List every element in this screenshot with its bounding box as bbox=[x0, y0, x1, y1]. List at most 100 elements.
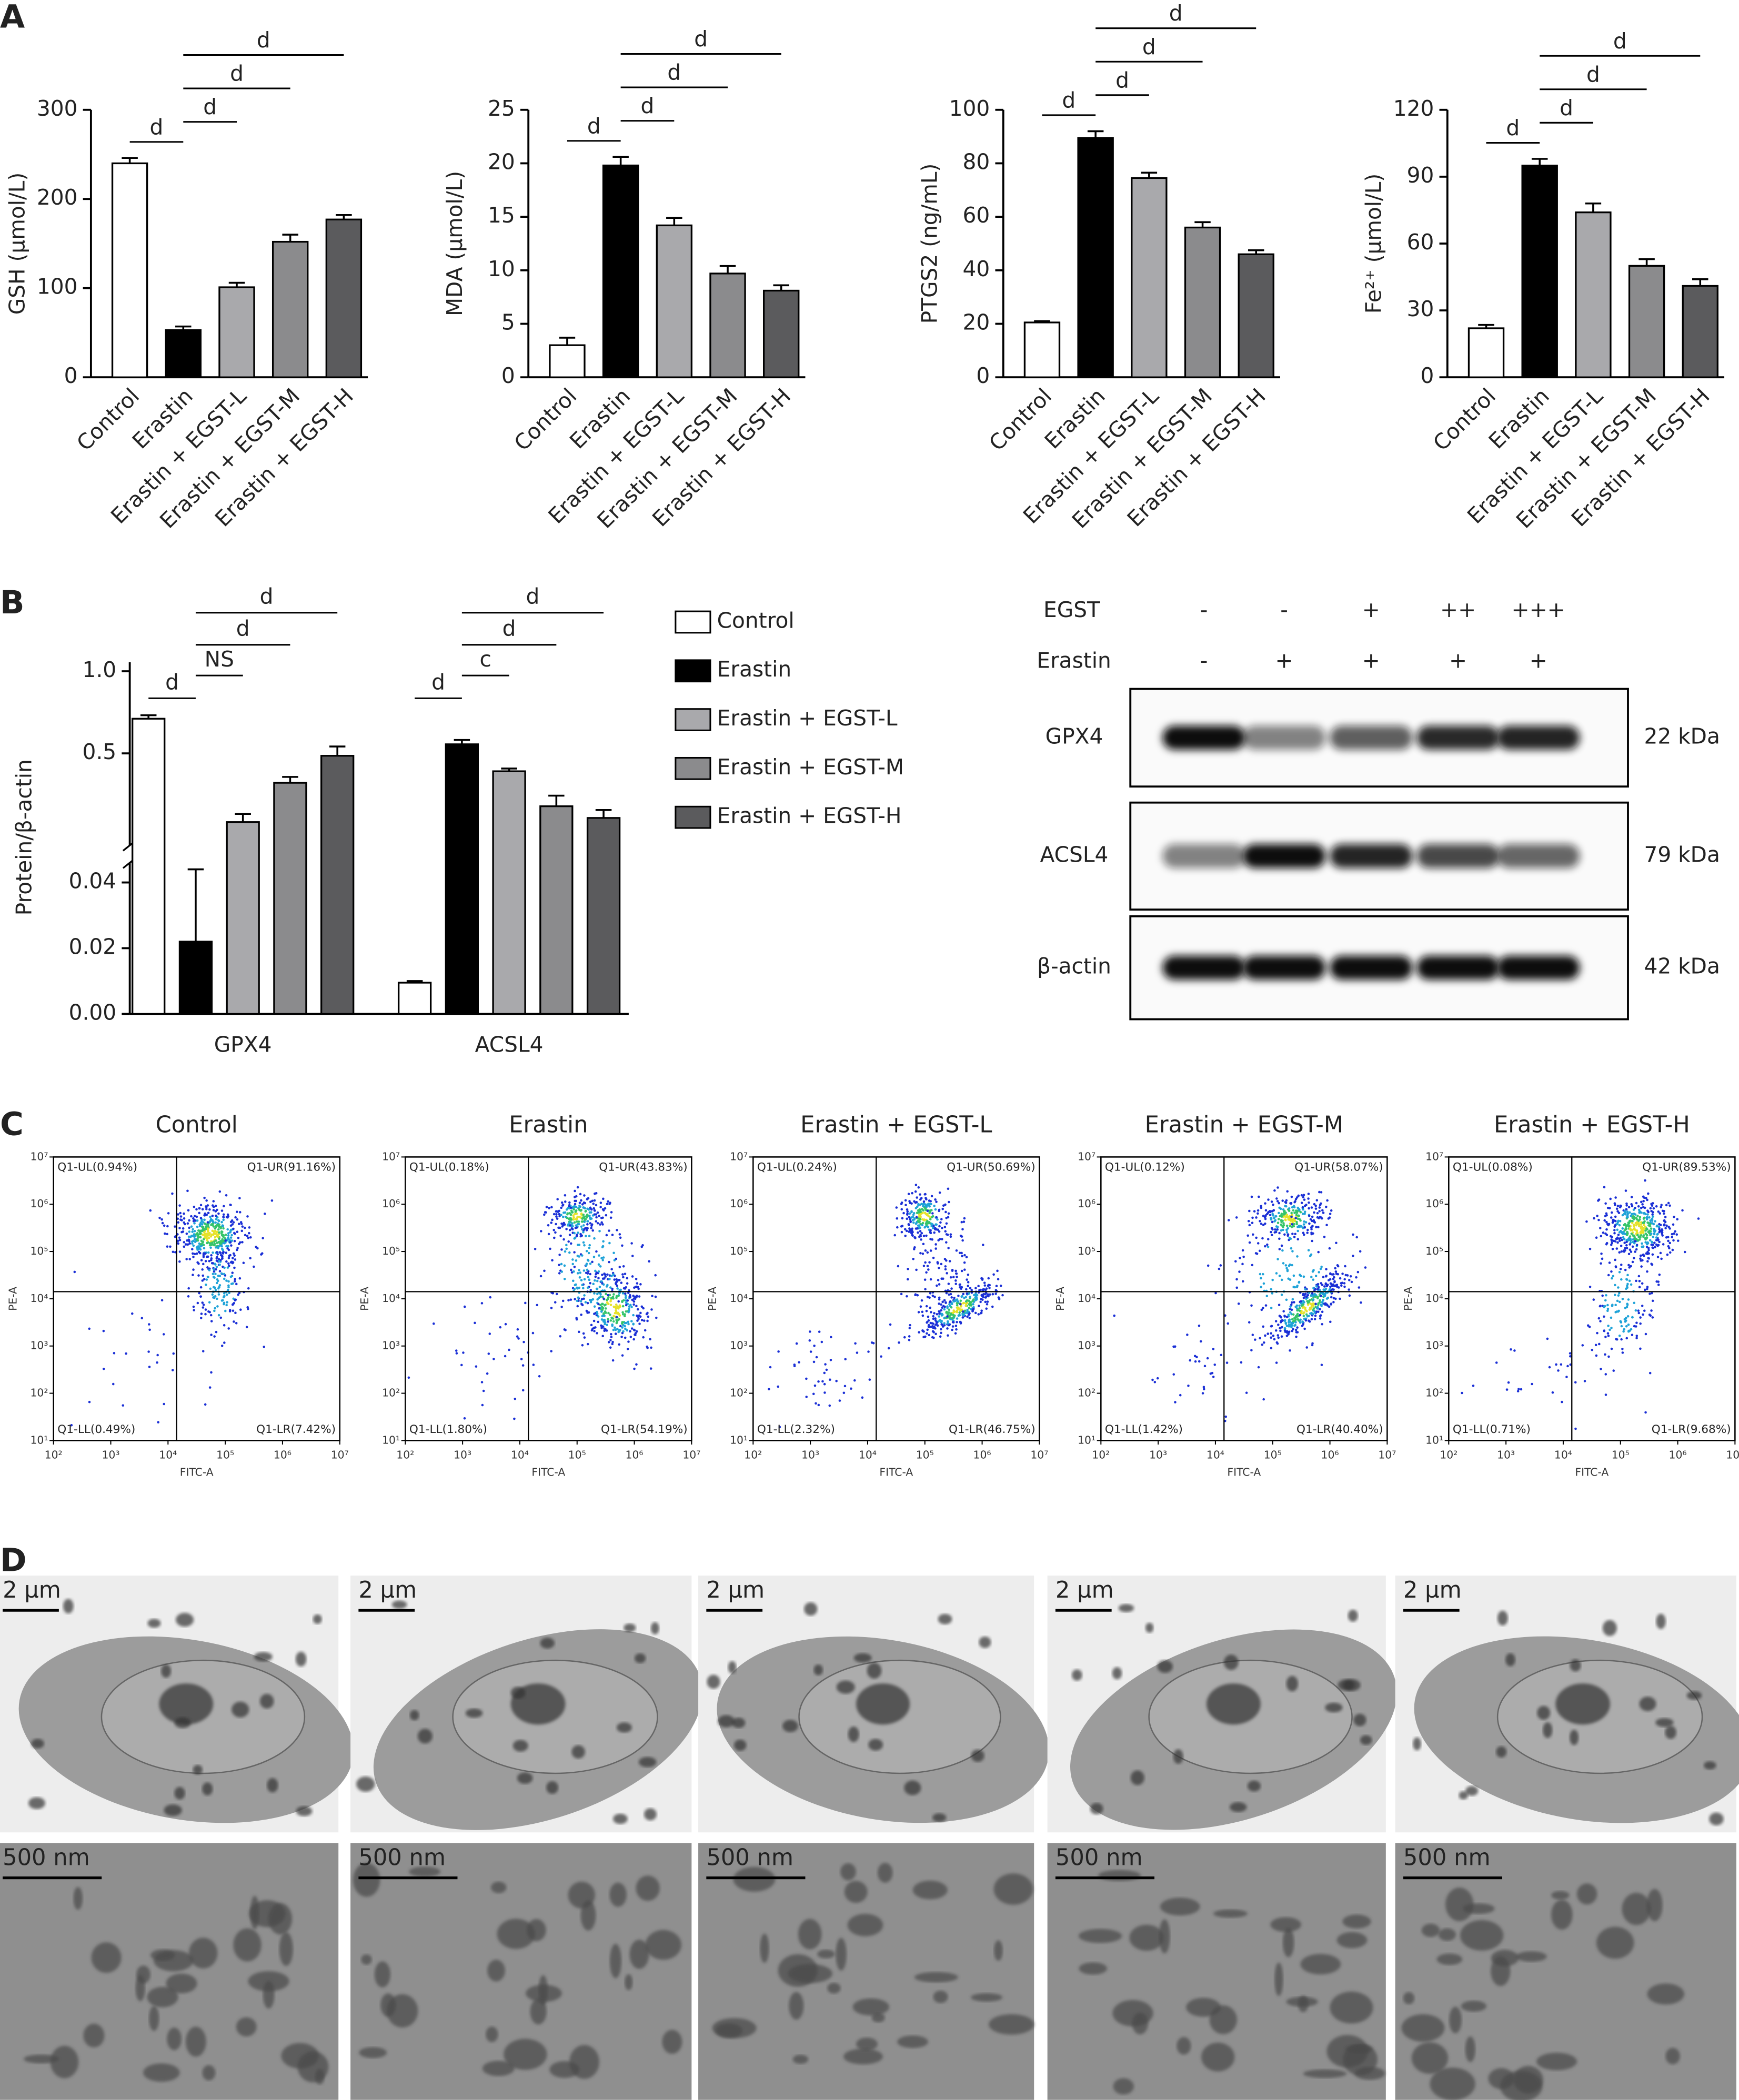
event-dot bbox=[567, 1224, 569, 1227]
event-dot bbox=[1248, 1241, 1251, 1244]
event-dot bbox=[1633, 1241, 1636, 1245]
event-dot bbox=[220, 1209, 224, 1212]
bar bbox=[1521, 165, 1558, 378]
event-dot bbox=[632, 1338, 635, 1341]
event-dot bbox=[1630, 1203, 1633, 1206]
event-dot bbox=[558, 1264, 560, 1266]
event-dot bbox=[140, 1317, 144, 1319]
event-dot bbox=[1620, 1338, 1623, 1341]
event-dot bbox=[830, 1336, 832, 1339]
event-dot bbox=[608, 1260, 610, 1264]
event-dot bbox=[1646, 1243, 1648, 1246]
organelle bbox=[160, 1664, 172, 1678]
event-dot bbox=[190, 1225, 193, 1228]
event-dot bbox=[1264, 1202, 1266, 1205]
event-dot bbox=[1290, 1215, 1293, 1218]
event-dot bbox=[1274, 1228, 1276, 1231]
event-dot bbox=[640, 1305, 644, 1308]
organelle bbox=[517, 1772, 533, 1784]
event-dot bbox=[213, 1270, 216, 1273]
event-dot bbox=[195, 1215, 198, 1218]
event-dot bbox=[1302, 1194, 1305, 1196]
event-dot bbox=[550, 1206, 553, 1209]
event-dot bbox=[183, 1217, 186, 1220]
event-dot bbox=[1655, 1280, 1658, 1283]
event-dot bbox=[959, 1303, 962, 1306]
event-dot bbox=[984, 1300, 987, 1304]
event-dot bbox=[1637, 1309, 1640, 1312]
event-dot bbox=[1308, 1207, 1310, 1210]
organelle bbox=[712, 2018, 757, 2038]
x-tick-label: 10⁶ bbox=[1321, 1448, 1339, 1461]
event-dot bbox=[213, 1243, 216, 1245]
event-dot bbox=[583, 1244, 586, 1247]
event-dot bbox=[944, 1210, 947, 1214]
event-dot bbox=[600, 1257, 603, 1259]
event-dot bbox=[1600, 1262, 1602, 1265]
event-dot bbox=[624, 1296, 627, 1299]
event-dot bbox=[549, 1247, 551, 1250]
event-dot bbox=[961, 1295, 963, 1298]
event-dot bbox=[191, 1248, 194, 1250]
event-dot bbox=[593, 1199, 596, 1202]
event-dot bbox=[1359, 1250, 1362, 1253]
event-dot bbox=[932, 1315, 934, 1318]
organelle bbox=[164, 1804, 182, 1816]
y-tick-label: 10¹ bbox=[730, 1433, 748, 1446]
event-dot bbox=[1255, 1216, 1258, 1219]
event-dot bbox=[942, 1204, 945, 1207]
nucleolus bbox=[1206, 1683, 1261, 1725]
event-dot bbox=[216, 1246, 219, 1248]
event-dot bbox=[1284, 1200, 1287, 1204]
event-dot bbox=[954, 1279, 957, 1282]
event-dot bbox=[951, 1269, 954, 1272]
event-dot bbox=[1299, 1321, 1302, 1324]
event-dot bbox=[1616, 1205, 1620, 1207]
event-dot bbox=[1278, 1211, 1280, 1215]
event-dot bbox=[160, 1218, 163, 1221]
event-dot bbox=[228, 1291, 230, 1295]
event-dot bbox=[486, 1372, 489, 1375]
organelle bbox=[50, 2045, 79, 2078]
event-dot bbox=[934, 1319, 937, 1322]
event-dot bbox=[594, 1275, 597, 1278]
organelle bbox=[662, 2030, 682, 2054]
event-dot bbox=[172, 1352, 175, 1355]
event-dot bbox=[1647, 1257, 1650, 1259]
event-dot bbox=[237, 1243, 240, 1245]
event-dot bbox=[189, 1235, 192, 1238]
event-dot bbox=[930, 1195, 933, 1198]
event-dot bbox=[950, 1296, 953, 1299]
event-dot bbox=[1648, 1231, 1651, 1235]
error-bar bbox=[1087, 130, 1104, 138]
event-dot bbox=[1649, 1223, 1652, 1226]
event-dot bbox=[1295, 1307, 1299, 1310]
event-dot bbox=[1323, 1235, 1326, 1238]
event-dot bbox=[589, 1273, 592, 1276]
event-dot bbox=[212, 1209, 215, 1211]
event-dot bbox=[922, 1200, 926, 1203]
error-bar bbox=[1692, 278, 1708, 286]
event-dot bbox=[1293, 1211, 1296, 1214]
scatter-points bbox=[768, 1184, 1004, 1428]
event-dot bbox=[1610, 1238, 1613, 1241]
event-dot bbox=[561, 1216, 565, 1218]
event-dot bbox=[921, 1224, 924, 1227]
event-dot bbox=[202, 1255, 205, 1258]
event-dot bbox=[1601, 1257, 1604, 1260]
event-dot bbox=[625, 1294, 627, 1297]
event-dot bbox=[225, 1260, 228, 1263]
event-dot bbox=[1645, 1216, 1648, 1219]
legend-swatch bbox=[675, 756, 711, 780]
event-dot bbox=[1605, 1234, 1609, 1236]
event-dot bbox=[1262, 1307, 1264, 1309]
event-dot bbox=[947, 1247, 950, 1249]
event-dot bbox=[1334, 1267, 1336, 1270]
event-dot bbox=[231, 1271, 234, 1274]
event-dot bbox=[1633, 1213, 1635, 1215]
organelle bbox=[871, 2013, 885, 2023]
quadrant-label: Q1-UR(50.69%) bbox=[947, 1161, 1036, 1174]
event-dot bbox=[463, 1417, 466, 1420]
event-dot bbox=[956, 1275, 958, 1278]
event-dot bbox=[516, 1335, 519, 1338]
